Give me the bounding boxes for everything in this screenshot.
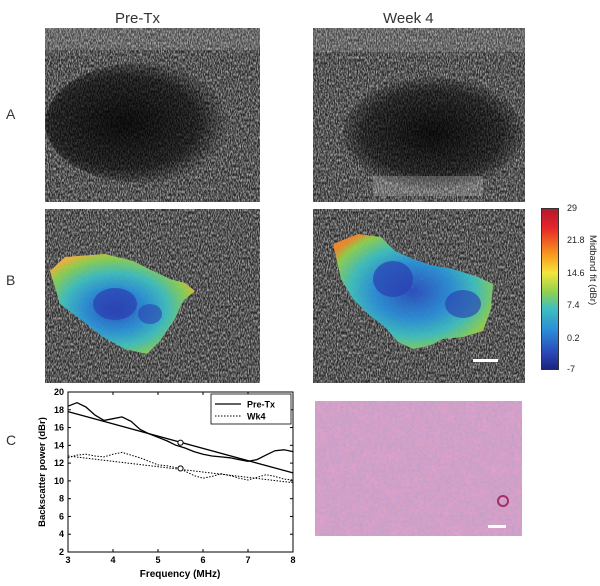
colorbar-tick: 21.8 <box>567 235 585 245</box>
y-tick-label: 2 <box>59 547 64 557</box>
row-label-b: B <box>6 272 16 288</box>
y-tick-label: 12 <box>54 458 64 468</box>
row-label-a: A <box>6 106 16 122</box>
legend-box <box>210 393 292 425</box>
x-tick-label: 5 <box>155 555 160 565</box>
x-tick-label: 3 <box>65 555 70 565</box>
y-tick-label: 8 <box>59 494 64 504</box>
y-tick-label: 20 <box>54 387 64 397</box>
midband-marker <box>177 439 184 446</box>
y-tick-label: 18 <box>54 405 64 415</box>
midband-marker <box>177 465 184 472</box>
x-tick-label: 7 <box>245 555 250 565</box>
legend-label: Pre-Tx <box>247 400 275 410</box>
y-tick-label: 14 <box>54 440 64 450</box>
column-title-pretx: Pre-Tx <box>115 10 160 27</box>
ultrasound-week4-bmode <box>313 28 525 202</box>
colorbar-tick: -7 <box>567 364 576 374</box>
backscatter-chart: 3 4 5 6 7 8 2 4 6 8 10 12 14 16 18 20 Pre-Tx Wk4 Frequen… <box>28 386 300 581</box>
colorbar <box>541 208 559 370</box>
series-line <box>67 401 294 462</box>
x-tick-label: 6 <box>200 555 205 565</box>
y-axis-label: Backscatter power (dBr) <box>37 417 48 527</box>
colorbar-tick: 0.2 <box>567 333 580 343</box>
colorbar-tick: 7.4 <box>567 300 580 310</box>
histology-image <box>315 401 522 536</box>
y-tick-label: 16 <box>54 423 64 433</box>
y-tick-label: 4 <box>59 529 64 539</box>
column-title-week4: Week 4 <box>383 10 434 27</box>
ultrasound-pretx-bmode <box>45 28 260 202</box>
parametric-map-pretx <box>45 209 260 383</box>
x-tick-label: 8 <box>290 555 295 565</box>
legend-label: Wk4 <box>247 412 266 422</box>
colorbar-label: Midband fit (dBr) <box>587 235 598 306</box>
x-tick-label: 4 <box>110 555 115 565</box>
colorbar-tick: 14.6 <box>567 268 585 278</box>
y-tick-label: 6 <box>59 511 64 521</box>
parametric-map-week4 <box>313 209 525 383</box>
row-label-c: C <box>6 432 17 448</box>
scale-bar <box>473 359 498 362</box>
x-axis-label: Frequency (MHz) <box>140 569 221 580</box>
y-tick-label: 10 <box>54 476 64 486</box>
colorbar-tick: 29 <box>567 203 578 213</box>
